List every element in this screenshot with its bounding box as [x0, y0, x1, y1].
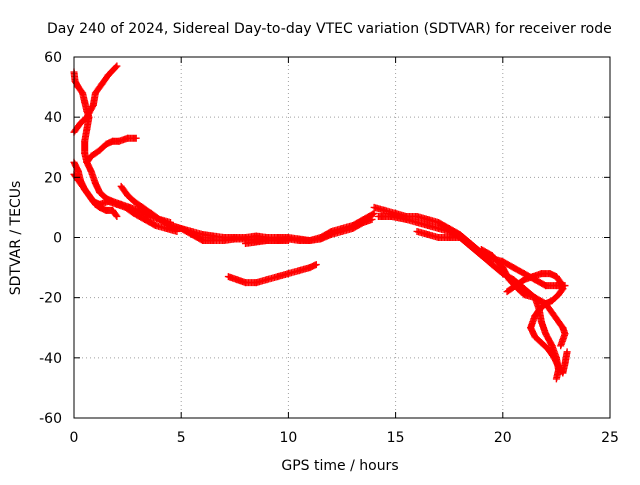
data-point [563, 348, 571, 356]
data-point [552, 375, 560, 383]
data-point [456, 234, 464, 241]
x-tick-label: 5 [177, 430, 186, 446]
data-point [284, 237, 292, 245]
x-tick-label: 0 [70, 430, 79, 446]
data-series-arc-3 [83, 134, 140, 166]
data-series-arc-14 [503, 270, 571, 377]
x-tick-label: 20 [494, 430, 512, 446]
y-tick-label: 60 [44, 50, 62, 66]
data-series-arc-5 [70, 170, 121, 220]
data-point [113, 212, 121, 220]
plot-frame [73, 56, 611, 419]
data-layer [70, 62, 571, 383]
y-axis-title: SDTVAR / TECUs [8, 181, 24, 296]
y-tick-label: -20 [39, 291, 62, 307]
data-series-arc-8 [224, 261, 320, 287]
data-point [113, 62, 121, 70]
data-series-arc-9 [242, 237, 292, 248]
x-tick-label: 15 [387, 430, 405, 446]
data-point [112, 63, 120, 71]
y-tick-label: 0 [53, 231, 62, 247]
data-point [312, 261, 320, 269]
data-point [132, 134, 140, 142]
data-point [370, 209, 378, 217]
x-tick-label: 10 [279, 430, 297, 446]
data-point [368, 215, 376, 223]
y-tick-label: 20 [44, 170, 62, 186]
axis-layer: 0 5 10 15 20 25 -60 -40 -20 0 20 40 60 [39, 50, 619, 446]
y-tick-label: 40 [44, 110, 62, 126]
data-series-arc-12 [413, 227, 464, 241]
data-point [112, 211, 120, 219]
y-tick-label: -40 [39, 351, 62, 367]
y-tick-label: -60 [39, 411, 62, 427]
data-point [369, 210, 377, 218]
x-tick-label: 25 [601, 430, 619, 446]
chart-title: Day 240 of 2024, Sidereal Day-to-day VTE… [47, 21, 612, 37]
data-point [557, 342, 565, 350]
x-axis-title: GPS time / hours [281, 458, 398, 474]
